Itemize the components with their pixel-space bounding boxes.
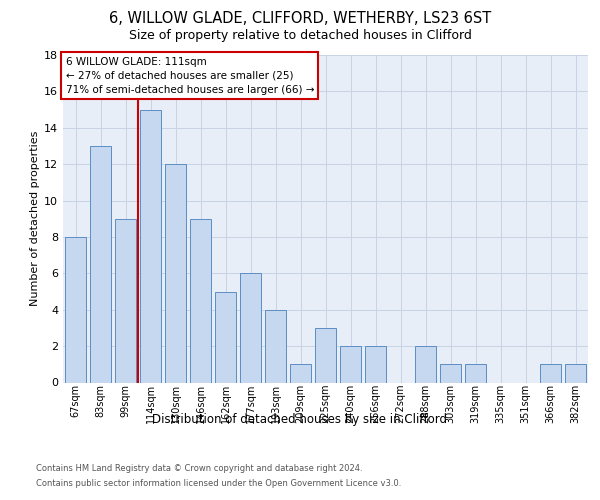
Text: 6 WILLOW GLADE: 111sqm
← 27% of detached houses are smaller (25)
71% of semi-det: 6 WILLOW GLADE: 111sqm ← 27% of detached… — [65, 56, 314, 94]
Bar — [540, 364, 561, 382]
Text: 6, WILLOW GLADE, CLIFFORD, WETHERBY, LS23 6ST: 6, WILLOW GLADE, CLIFFORD, WETHERBY, LS2… — [109, 11, 491, 26]
Bar — [240, 274, 261, 382]
Bar — [215, 292, 236, 382]
Bar — [290, 364, 311, 382]
Bar — [415, 346, 436, 383]
Bar — [140, 110, 161, 382]
Bar — [365, 346, 386, 383]
Y-axis label: Number of detached properties: Number of detached properties — [30, 131, 40, 306]
Bar — [465, 364, 486, 382]
Text: Distribution of detached houses by size in Clifford: Distribution of detached houses by size … — [152, 412, 448, 426]
Bar — [265, 310, 286, 382]
Bar — [90, 146, 111, 382]
Bar — [65, 237, 86, 382]
Text: Contains HM Land Registry data © Crown copyright and database right 2024.: Contains HM Land Registry data © Crown c… — [36, 464, 362, 473]
Bar — [190, 219, 211, 382]
Bar — [440, 364, 461, 382]
Bar — [315, 328, 336, 382]
Text: Size of property relative to detached houses in Clifford: Size of property relative to detached ho… — [128, 29, 472, 42]
Bar — [165, 164, 186, 382]
Bar — [565, 364, 586, 382]
Text: Contains public sector information licensed under the Open Government Licence v3: Contains public sector information licen… — [36, 479, 401, 488]
Bar — [115, 219, 136, 382]
Bar — [340, 346, 361, 383]
